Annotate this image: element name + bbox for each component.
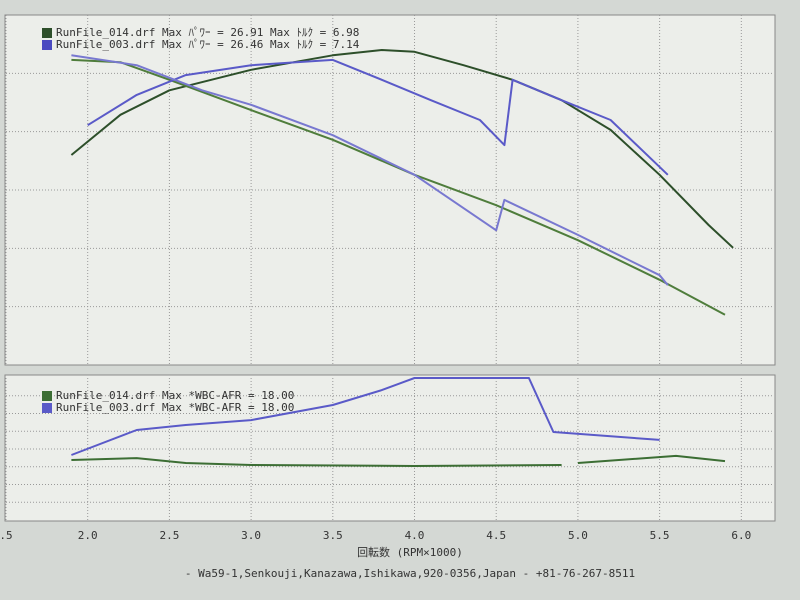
x-tick-label: 4.5 [486, 529, 506, 542]
x-tick-label: 3.5 [323, 529, 343, 542]
legend-swatch [42, 391, 52, 401]
data-line [71, 454, 726, 467]
data-line [71, 58, 726, 316]
legend-label: RunFile_003.drf Max ﾊﾟﾜｰ = 26.46 Max ﾄﾙｸ… [56, 38, 360, 51]
legend-swatch [42, 28, 52, 38]
x-tick-label: 2.5 [159, 529, 179, 542]
legend-label: RunFile_014.drf Max ﾊﾟﾜｰ = 26.91 Max ﾄﾙｸ… [56, 26, 359, 39]
footer: - Wa59-1,Senkouji,Kanazawa,Ishikawa,920-… [185, 567, 635, 580]
x-tick-label: 5.5 [650, 529, 670, 542]
x-tick-label: 5.0 [568, 529, 588, 542]
data-line [70, 49, 734, 249]
x-axis-label: 回転数 (RPM×1000) [357, 546, 463, 559]
x-tick-label: .5 [0, 529, 13, 542]
legend-label: RunFile_014.drf Max *WBC-AFR = 18.00 [56, 389, 294, 402]
data-line [87, 58, 669, 176]
x-tick-label: 2.0 [78, 529, 98, 542]
bottom-panel [4, 374, 776, 522]
x-tick-label: 3.0 [241, 529, 261, 542]
legend-label: RunFile_003.drf Max *WBC-AFR = 18.00 [56, 401, 294, 414]
legend-swatch [42, 40, 52, 50]
x-tick-label: 6.0 [731, 529, 751, 542]
data-line [71, 377, 660, 456]
legend-swatch [42, 403, 52, 413]
x-tick-label: 4.0 [405, 529, 425, 542]
data-line [71, 54, 669, 286]
